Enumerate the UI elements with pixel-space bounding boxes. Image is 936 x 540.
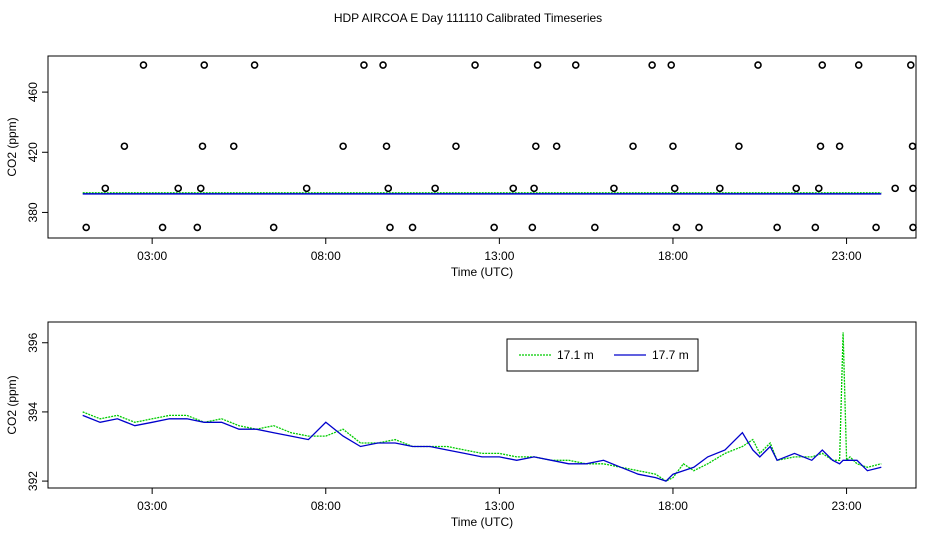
y-tick-label: 380: [26, 202, 40, 222]
calibration-point: [670, 184, 679, 193]
series-line-blue: [82, 414, 882, 482]
calibration-point: [818, 61, 827, 69]
x-axis-label: Time (UTC): [451, 265, 513, 279]
calibration-point: [667, 61, 676, 69]
calibration-point: [509, 184, 518, 193]
calibration-point: [198, 142, 207, 151]
calibration-point: [196, 184, 205, 193]
calibration-point: [269, 223, 278, 232]
calibration-point: [82, 223, 90, 232]
calibration-point: [452, 142, 460, 151]
calibration-point: [200, 61, 209, 69]
calibration-point: [471, 61, 479, 69]
calibration-point: [629, 142, 637, 151]
calibration-point: [533, 61, 542, 69]
calibration-point: [384, 184, 393, 193]
calibration-point: [386, 223, 394, 232]
x-tick-label: 13:00: [484, 499, 514, 513]
calibration-point: [835, 142, 844, 151]
calibration-point: [854, 61, 863, 69]
calibration-point: [906, 61, 915, 69]
calibration-point: [816, 142, 825, 151]
legend-label: 17.1 m: [557, 348, 594, 362]
calibration-point: [174, 184, 182, 193]
series-line-green: [82, 332, 882, 482]
calibration-point: [552, 142, 561, 151]
x-tick-label: 08:00: [311, 499, 341, 513]
panel-top: 03:00 08:00 13:00 18:00 23:00 380 420 460 Time (…: [5, 55, 917, 279]
calibration-point: [735, 142, 743, 151]
y-axis-label: CO2 (ppm): [5, 117, 19, 176]
y-tick-label: 394: [26, 402, 40, 422]
x-tick-label: 18:00: [658, 499, 688, 513]
y-tick-label: 396: [26, 332, 40, 352]
calibration-point: [669, 142, 677, 151]
calibration-point: [379, 61, 387, 69]
calibration-point: [672, 223, 681, 232]
calibration-point: [872, 223, 880, 232]
calibration-point: [814, 184, 823, 193]
calibration-point: [408, 223, 417, 232]
y-axis-label: CO2 (ppm): [5, 375, 19, 434]
calibration-point: [571, 61, 580, 69]
calibration-point: [532, 142, 540, 151]
calibration-point: [773, 223, 781, 232]
plot-frame: [47, 321, 917, 489]
x-tick-label: 23:00: [832, 249, 862, 263]
y-tick-label: 460: [26, 82, 40, 102]
calibration-point: [139, 61, 148, 69]
calibration-point: [909, 184, 917, 193]
calibration-point: [339, 142, 347, 151]
calibration-point: [891, 184, 899, 193]
calibration-point: [811, 223, 820, 232]
x-tick-label: 23:00: [832, 499, 862, 513]
calibration-point: [695, 223, 703, 232]
calibration-point: [530, 184, 538, 193]
chart-title: HDP AIRCOA E Day 111110 Calibrated Times…: [334, 11, 602, 25]
calibration-point: [648, 61, 656, 69]
x-tick-label: 18:00: [658, 249, 688, 263]
calibration-point: [229, 142, 238, 151]
y-tick-label: 420: [26, 142, 40, 162]
calibration-point: [250, 61, 259, 69]
y-tick-label: 392: [26, 471, 40, 491]
calibration-point: [302, 184, 311, 193]
calibration-point: [431, 184, 439, 193]
calibration-point: [610, 184, 618, 193]
calibration-point: [360, 61, 368, 69]
plot-frame: [47, 55, 917, 239]
calibration-point: [591, 223, 599, 232]
calibration-point: [792, 184, 801, 193]
calibration-point: [101, 184, 110, 193]
calibration-point: [193, 223, 202, 232]
calibration-point: [120, 142, 129, 151]
calibration-point: [908, 142, 917, 151]
legend-label: 17.7 m: [652, 348, 689, 362]
x-tick-label: 08:00: [311, 249, 341, 263]
panel-bottom: 03:00 08:00 13:00 18:00 23:00 392 394 396 Time (…: [5, 321, 917, 529]
calibration-point: [716, 184, 724, 193]
x-axis-label: Time (UTC): [451, 515, 513, 529]
calibration-point: [158, 223, 167, 232]
calibration-point: [382, 142, 391, 151]
calibration-point: [754, 61, 762, 69]
calibration-point: [490, 223, 498, 232]
calibration-point: [528, 223, 537, 232]
x-tick-label: 03:00: [137, 499, 167, 513]
calibration-point: [909, 223, 917, 232]
x-tick-label: 13:00: [484, 249, 514, 263]
x-tick-label: 03:00: [137, 249, 167, 263]
